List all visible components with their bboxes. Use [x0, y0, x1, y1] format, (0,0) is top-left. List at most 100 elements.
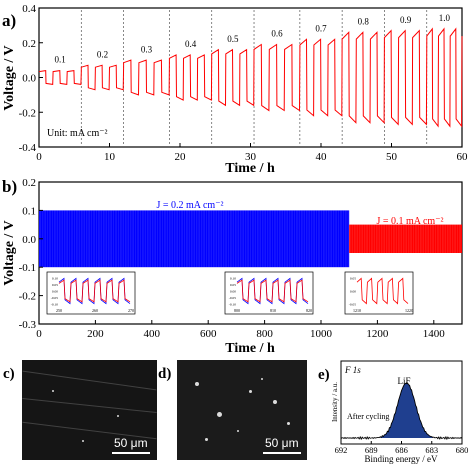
panel-b-series-band: [349, 224, 462, 253]
panel-a-y-tick-label: -0.2: [19, 107, 36, 119]
panel-a-step-label: 0.8: [358, 17, 370, 27]
panel-e-x-tick-label: 689: [365, 445, 378, 455]
panel-a: a) 0.10.20.30.40.50.60.70.8 0.9 1.0 -0.4-0…: [2, 3, 468, 176]
panel-e-x-tick-label: 683: [425, 445, 438, 455]
panel-b-y-tick-label: -0.1: [19, 262, 36, 274]
panel-e-y-label: Intensity / a.u.: [331, 382, 339, 422]
panel-e-peak-label: LiF: [397, 376, 410, 386]
panel-b-y-ticks: -0.3 -0.2 -0.1 0.0 0.1 0.2: [19, 177, 43, 331]
panel-a-x-tick-label: 30: [245, 151, 257, 163]
panel-b-inset-y-tick-label: -0.10: [229, 303, 237, 307]
panel-b-x-tick-label: 400: [144, 328, 161, 340]
panel-b: b) J = 0.2 mA cm⁻² J = 0.1 mA cm⁻² 0.100…: [2, 177, 463, 356]
panel-e-spectrum-line: [340, 382, 463, 441]
panel-b-series-2-label: J = 0.1 mA cm⁻²: [377, 216, 444, 227]
panel-a-step-label: 0.2: [97, 50, 108, 60]
panel-a-label: a): [2, 11, 16, 30]
panel-c-label: c): [3, 366, 15, 382]
panel-a-step-label: 0.7: [315, 23, 327, 33]
panel-e-peak-fill: [380, 383, 433, 438]
panel-b-inset-x-tick-label: 1210: [353, 308, 361, 313]
panel-b-inset-y-tick-label: 0.00: [230, 290, 236, 294]
panel-a-step-label: 0.1: [55, 55, 66, 65]
panel-b-inset-y-tick-label: -0.05: [349, 303, 357, 307]
panel-b-inset-x-tick-label: 260: [92, 308, 98, 313]
panel-d-scale-text: 50 μm: [265, 436, 299, 450]
panel-b-inset-x-tick-label: 270: [128, 308, 134, 313]
panel-b-x-tick-label: 1200: [366, 328, 389, 340]
panel-a-y-label: Voltage / V: [2, 45, 17, 110]
panel-a-x-tick-label: 10: [104, 151, 116, 163]
panel-a-step-label: 0.9: [400, 15, 412, 25]
panel-d-sem-image: 50 μm: [177, 360, 307, 460]
panel-b-inset-y-tick-label: -0.05: [229, 296, 237, 300]
panel-b-inset-x-tick-label: 810: [270, 308, 276, 313]
panel-c-scale-bar: [112, 452, 150, 454]
panel-b-y-tick-label: -0.3: [19, 319, 37, 331]
panel-a-step-label: 1.0: [439, 13, 451, 23]
panel-a-y-tick-label: 0.0: [22, 73, 36, 85]
panel-b-inset-y-tick-label: 0.05: [230, 283, 236, 287]
panel-b-inset-y-tick-label: -0.10: [51, 303, 59, 307]
panel-a-x-tick-label: 20: [175, 151, 187, 163]
panel-d-scale-bar: [263, 452, 301, 454]
panel-b-x-ticks: 0 200 400 600 800 1000 1200 1400: [36, 320, 445, 340]
panel-a-x-ticks: 0 10 20 30 40 50 60: [36, 143, 468, 163]
panel-e-x-tick-label: 680: [456, 445, 469, 455]
panel-e-x-tick-label: 692: [335, 445, 348, 455]
panel-b-inset-x-tick-label: 820: [306, 308, 312, 313]
panel-b-y-tick-label: -0.2: [19, 291, 36, 303]
panel-b-y-label: Voltage / V: [2, 220, 17, 285]
panel-b-inset-y-tick-label: 0.10: [230, 277, 236, 281]
panel-b-inset-line: [356, 277, 409, 305]
panel-a-x-tick-label: 60: [457, 151, 469, 163]
panel-b-x-tick-label: 1000: [310, 328, 333, 340]
panel-b-inset-y-tick-label: 0.00: [52, 290, 58, 294]
panel-e-x-label: Binding energy / eV: [364, 454, 438, 464]
panel-b-inset-y-tick-label: 0.00: [350, 290, 356, 294]
panel-b-bands: [38, 210, 462, 268]
panel-b-inset-y-tick-label: 0.05: [52, 283, 58, 287]
panel-b-x-tick-label: 600: [200, 328, 217, 340]
panel-e: e) F 1s LiF After cycling 692 689 686 683 68…: [318, 360, 469, 464]
panel-a-y-tick-label: 0.4: [22, 3, 36, 15]
panel-e-title: F 1s: [344, 365, 361, 375]
panel-b-inset-x-tick-label: 250: [56, 308, 62, 313]
panel-a-y-tick-label: -0.4: [19, 142, 37, 154]
panel-a-x-label: Time / h: [225, 161, 275, 176]
panel-b-inset-x-tick-label: 1220: [405, 308, 413, 313]
panel-a-x-tick-label: 40: [316, 151, 328, 163]
panel-b-inset-frame: [224, 271, 314, 315]
panel-b-y-tick-label: 0.1: [22, 205, 36, 217]
panel-b-inset-line: [236, 279, 309, 303]
panel-a-step-label: 0.5: [227, 34, 239, 44]
panel-b-label: b): [2, 177, 17, 196]
panel-b-y-tick-label: 0.0: [22, 234, 36, 246]
panel-a-step-label: 0.6: [271, 29, 283, 39]
panel-b-x-tick-label: 0: [36, 328, 42, 340]
panel-e-x-tick-label: 686: [395, 445, 408, 455]
panel-a-voltage-line: [38, 27, 463, 128]
panel-e-x-ticks: 692 689 686 683 680: [335, 441, 469, 455]
panel-b-x-tick-label: 800: [256, 328, 273, 340]
panel-b-x-tick-label: 1400: [423, 328, 446, 340]
panel-b-x-tick-label: 200: [87, 328, 104, 340]
panel-e-label: e): [318, 367, 330, 383]
panel-a-step-label: 0.3: [141, 44, 153, 54]
panel-b-inset-x-tick-label: 800: [234, 308, 240, 313]
panel-b-series-1-label: J = 0.2 mA cm⁻²: [157, 200, 224, 211]
panel-a-y-tick-label: 0.2: [22, 38, 36, 50]
panel-b-inset-y-tick-label: 0.10: [52, 277, 58, 281]
panel-a-x-tick-label: 0: [36, 151, 42, 163]
panel-a-y-ticks: -0.4 -0.2 0.0 0.2 0.4: [19, 3, 43, 154]
panel-b-x-label: Time / h: [225, 341, 275, 356]
panel-d-label: d): [158, 366, 172, 382]
panel-b-inset-y-tick-label: -0.05: [51, 296, 59, 300]
panel-a-x-tick-label: 50: [386, 151, 398, 163]
panel-a-step-labels: 0.1 0.2 0.3 0.4 0.5 0.6 0.7 0.8 0.9 1.0: [55, 13, 451, 65]
